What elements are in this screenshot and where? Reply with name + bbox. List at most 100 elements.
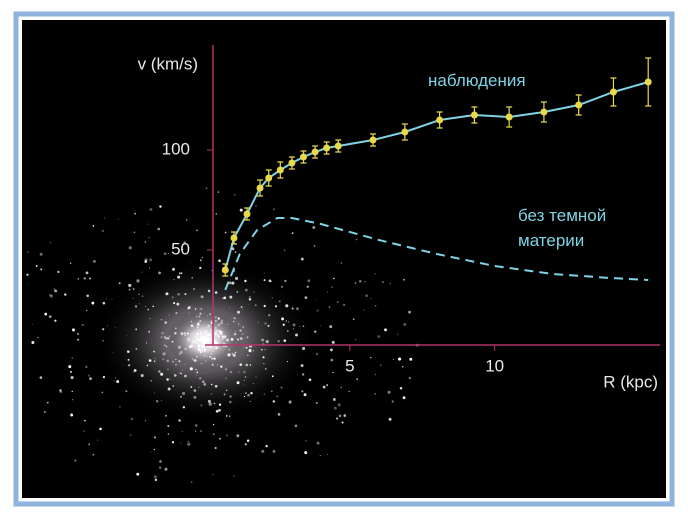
series-label: наблюдения <box>428 71 526 90</box>
star <box>184 374 187 378</box>
star <box>126 334 128 336</box>
star <box>333 277 335 280</box>
star <box>230 338 234 341</box>
star <box>187 440 189 443</box>
star <box>71 328 76 332</box>
star <box>205 341 209 345</box>
data-point <box>470 111 478 119</box>
star <box>83 430 85 432</box>
star <box>71 398 74 401</box>
star <box>234 251 237 253</box>
star <box>183 332 186 335</box>
star <box>173 278 175 281</box>
data-point <box>334 142 342 150</box>
star <box>220 321 224 325</box>
star <box>337 403 341 407</box>
star <box>225 434 228 437</box>
star <box>161 400 162 402</box>
star <box>164 467 168 471</box>
star <box>207 338 211 341</box>
star <box>102 375 106 379</box>
star <box>197 343 200 346</box>
star <box>91 301 95 305</box>
galaxy <box>26 187 419 483</box>
star <box>138 293 140 296</box>
star <box>177 345 181 349</box>
star <box>343 303 346 306</box>
star <box>199 332 202 335</box>
star <box>174 327 177 330</box>
star <box>46 401 49 404</box>
star <box>172 385 175 387</box>
star <box>178 272 181 275</box>
star <box>180 395 182 398</box>
star <box>334 406 337 410</box>
star <box>167 387 171 391</box>
star <box>201 344 205 348</box>
star <box>188 345 192 349</box>
star <box>233 475 235 477</box>
star <box>263 362 265 365</box>
data-point <box>288 159 296 167</box>
star <box>206 356 208 358</box>
star <box>158 370 161 373</box>
star <box>236 290 239 293</box>
star <box>164 344 166 347</box>
star <box>223 296 227 300</box>
star <box>313 245 316 247</box>
star <box>196 333 199 336</box>
star <box>177 293 180 296</box>
star <box>88 443 91 446</box>
star <box>223 345 225 348</box>
star <box>200 308 203 310</box>
star <box>273 208 275 211</box>
star <box>302 346 306 351</box>
star <box>322 385 326 389</box>
star <box>193 288 195 290</box>
star <box>212 473 214 476</box>
data-point <box>230 234 238 242</box>
star <box>148 267 151 269</box>
star <box>312 226 316 229</box>
star <box>64 293 67 296</box>
star <box>153 448 156 451</box>
star <box>127 358 130 361</box>
star <box>153 350 156 353</box>
star <box>241 309 244 311</box>
star <box>301 258 304 261</box>
star <box>408 377 411 380</box>
star <box>285 320 287 322</box>
star <box>403 278 405 281</box>
star <box>305 440 307 442</box>
star <box>97 439 99 441</box>
x-tick-label: 5 <box>345 356 354 375</box>
star <box>276 395 279 398</box>
star <box>116 380 120 383</box>
star <box>199 377 202 380</box>
star <box>26 273 29 276</box>
star <box>74 459 77 462</box>
star <box>239 208 243 212</box>
star <box>136 472 140 476</box>
star <box>265 368 267 370</box>
star <box>207 340 210 343</box>
star <box>164 336 168 340</box>
star <box>316 441 320 445</box>
star <box>102 340 104 342</box>
star <box>207 399 211 403</box>
star <box>265 444 268 448</box>
star <box>160 336 163 339</box>
star <box>245 392 247 394</box>
star <box>211 363 214 366</box>
star <box>154 478 158 482</box>
star <box>70 262 72 264</box>
star <box>140 373 144 378</box>
star <box>224 231 227 234</box>
star <box>191 341 194 344</box>
star <box>197 345 201 348</box>
star <box>172 267 175 271</box>
star <box>205 326 207 329</box>
star <box>167 337 169 340</box>
star <box>374 373 377 376</box>
model-line <box>224 217 649 291</box>
